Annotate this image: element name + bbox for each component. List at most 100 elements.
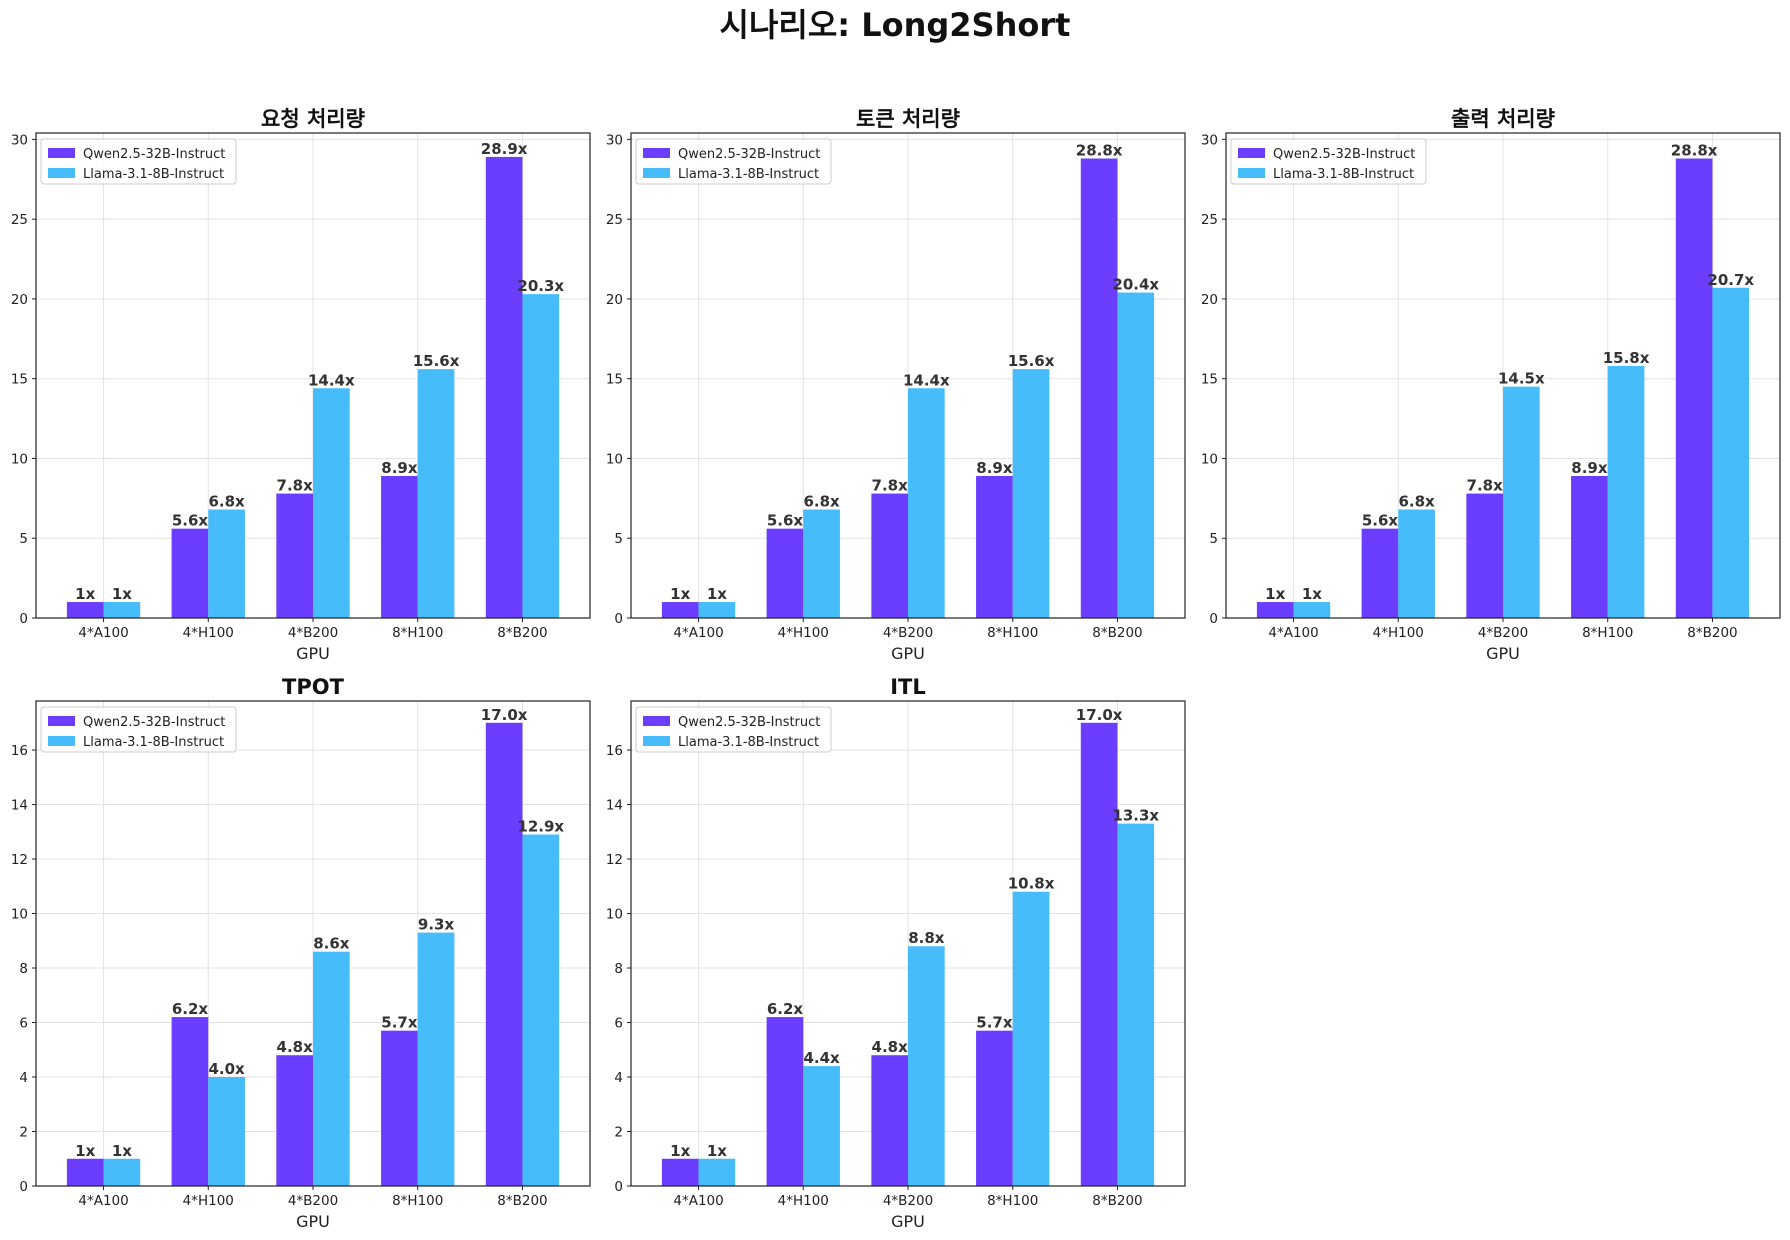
plot-frame [630, 132, 1186, 619]
bar-value-label: 20.3x [517, 277, 564, 295]
x-axis-label: GPU [296, 1212, 330, 1231]
bar-qwen-4xa100 [66, 602, 104, 618]
bar-qwen-4xa100 [1256, 602, 1294, 618]
legend-label: Qwen2.5-32B-Instruct [678, 147, 820, 162]
bar-value-label: 12.9x [517, 818, 564, 836]
figure-title: 시나리오: Long2Short [720, 6, 1071, 44]
y-tick-label: 4 [614, 1070, 623, 1086]
plot-frame [1225, 132, 1781, 619]
bar-value-label: 8.9x [976, 459, 1013, 477]
bar-value-label: 1x [707, 585, 727, 603]
bar-value-label: 4.8x [872, 1038, 909, 1056]
bar-llama-4xa100 [1293, 602, 1331, 618]
plot-frame [35, 700, 591, 1187]
legend-swatch [48, 736, 75, 746]
legend-box [635, 706, 832, 753]
chart-title: 출력 처리량 [1451, 107, 1555, 131]
y-tick-label: 8 [614, 961, 623, 977]
x-tick-label: 8*H100 [987, 625, 1038, 641]
legend-label: Llama-3.1-8B-Instruct [678, 735, 819, 750]
x-axis-label: GPU [1486, 644, 1520, 663]
bar-value-label: 7.8x [872, 477, 909, 495]
bar-qwen-8xh100 [1571, 476, 1608, 618]
bar-value-label: 6.8x [208, 493, 245, 511]
y-tick-label: 30 [11, 132, 28, 148]
bar-value-label: 1x [670, 1142, 690, 1160]
bar-qwen-4xb200 [871, 493, 908, 618]
y-tick-label: 15 [606, 372, 623, 388]
bar-value-label: 8.8x [908, 929, 945, 947]
y-tick-label: 25 [11, 212, 28, 228]
y-tick-label: 16 [11, 743, 28, 759]
bar-llama-4xb200 [908, 388, 945, 618]
legend: Qwen2.5-32B-Instruct Llama-3.1-8B-Instruc… [40, 706, 237, 753]
y-tick-label: 0 [614, 611, 623, 627]
y-tick-label: 30 [1201, 132, 1218, 148]
bar-llama-8xh100 [1012, 369, 1050, 618]
bar-value-label: 5.7x [381, 1014, 418, 1032]
bar-value-label: 10.8x [1008, 875, 1055, 893]
bar-value-label: 6.8x [803, 493, 840, 511]
legend-box [40, 706, 237, 753]
bar-value-label: 5.7x [976, 1014, 1013, 1032]
bar-value-label: 28.9x [481, 140, 528, 158]
plot-frame [630, 700, 1186, 1187]
y-tick-label: 20 [11, 292, 28, 308]
x-tick-label: 4*B200 [883, 625, 933, 641]
y-tick-label: 25 [606, 212, 623, 228]
bar-value-label: 1x [112, 1142, 132, 1160]
bar-llama-4xh100 [803, 509, 840, 618]
bar-value-label: 6.2x [172, 1000, 209, 1018]
x-tick-label: 8*B200 [1092, 1193, 1142, 1209]
bar-qwen-8xb200 [1675, 158, 1713, 619]
bar-value-label: 4.8x [277, 1038, 314, 1056]
y-tick-label: 10 [606, 451, 623, 467]
x-tick-label: 4*H100 [778, 1193, 829, 1209]
legend-box [40, 138, 237, 185]
y-tick-label: 10 [11, 451, 28, 467]
bar-value-label: 28.8x [1671, 142, 1718, 160]
bar-value-label: 1x [112, 585, 132, 603]
bar-value-label: 8.9x [1571, 459, 1608, 477]
bar-qwen-4xh100 [766, 1017, 804, 1186]
y-tick-label: 10 [606, 907, 623, 923]
legend-label: Llama-3.1-8B-Instruct [83, 167, 224, 182]
bar-value-label: 6.2x [767, 1000, 804, 1018]
bar-qwen-4xh100 [1361, 528, 1399, 618]
bar-qwen-4xb200 [871, 1055, 908, 1186]
bar-llama-4xa100 [698, 602, 736, 618]
bar-value-label: 14.4x [903, 371, 950, 389]
chart-title: TPOT [282, 675, 345, 699]
legend-box [635, 138, 832, 185]
bar-llama-8xh100 [417, 369, 455, 618]
bar-value-label: 1x [75, 585, 95, 603]
x-tick-label: 4*A100 [673, 1193, 723, 1209]
bar-value-label: 17.0x [481, 706, 528, 724]
legend-swatch [1238, 168, 1265, 178]
bar-qwen-8xh100 [381, 476, 418, 618]
bar-value-label: 7.8x [277, 477, 314, 495]
legend-label: Qwen2.5-32B-Instruct [1273, 147, 1415, 162]
legend-swatch [643, 736, 670, 746]
bar-value-label: 1x [1302, 585, 1322, 603]
bar-qwen-4xa100 [661, 602, 699, 618]
bar-llama-8xb200 [1117, 292, 1155, 618]
chart-panel-4: TPOT 0 2 4 6 8 10 12 14 16 1x 6.2x 4.8x 5.7x 17.0x 1x 4.… [11, 675, 591, 1231]
bar-value-label: 14.4x [308, 371, 355, 389]
x-tick-label: 4*H100 [183, 1193, 234, 1209]
y-tick-label: 12 [11, 852, 28, 868]
bar-value-label: 1x [707, 1142, 727, 1160]
bar-llama-4xb200 [908, 946, 945, 1186]
bar-value-label: 20.4x [1112, 276, 1159, 294]
y-tick-label: 15 [11, 372, 28, 388]
y-tick-label: 10 [1201, 451, 1218, 467]
legend-label: Qwen2.5-32B-Instruct [83, 715, 225, 730]
y-tick-label: 0 [19, 1179, 28, 1195]
y-tick-label: 5 [19, 531, 28, 547]
bar-llama-4xa100 [103, 602, 141, 618]
legend-swatch [643, 716, 670, 726]
legend-label: Llama-3.1-8B-Instruct [1273, 167, 1414, 182]
y-tick-label: 8 [19, 961, 28, 977]
subplots: 요청 처리량0510152025301x5.6x7.8x8.9x28.9x1x6… [11, 107, 1781, 1231]
bar-value-label: 15.6x [413, 352, 460, 370]
